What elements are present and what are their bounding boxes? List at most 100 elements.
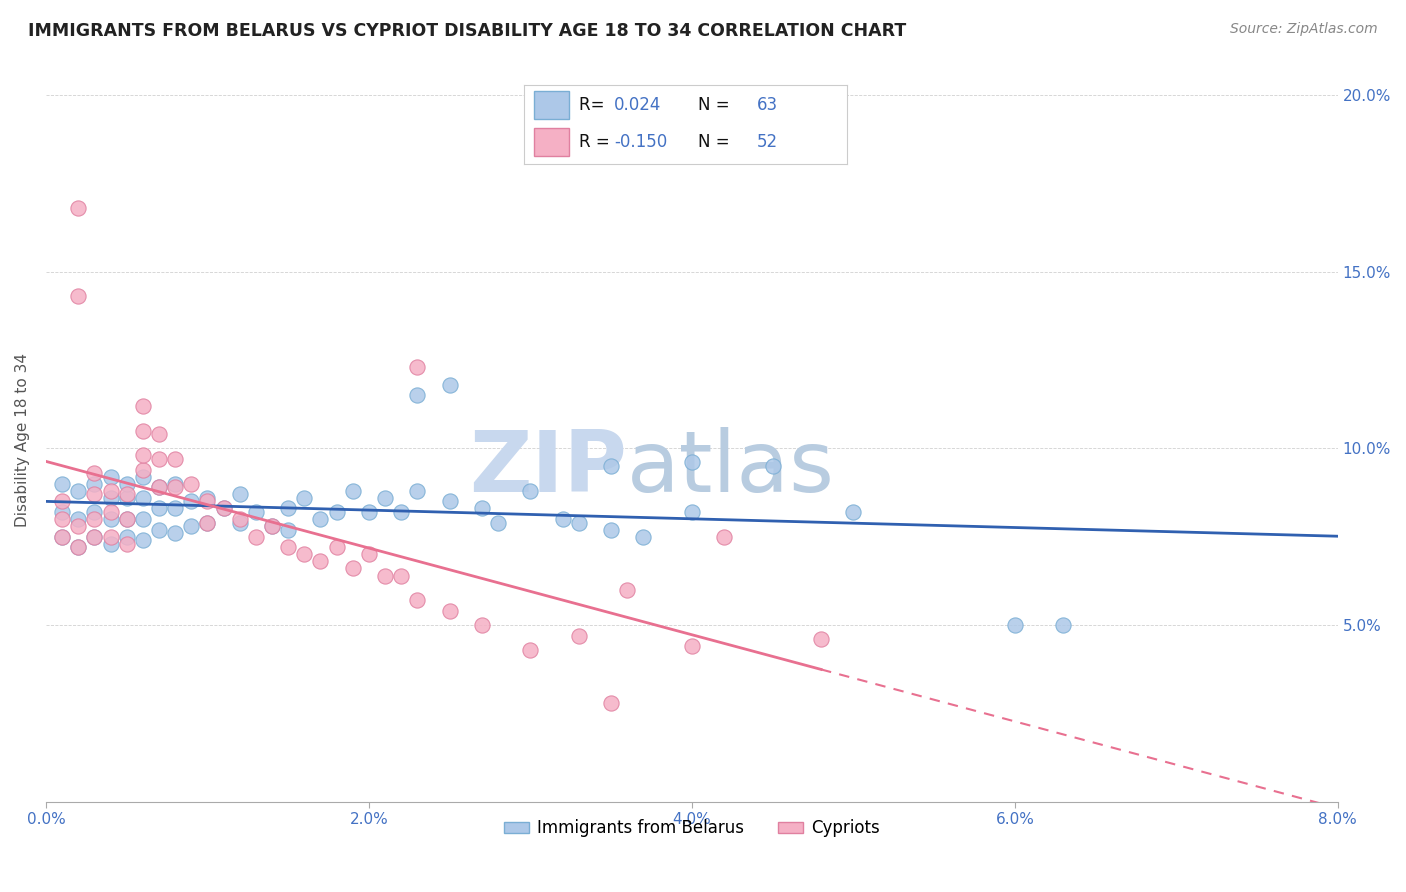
Point (83, 530, 105, 544)
Point (148, 480, 170, 494)
Point (67, 289, 90, 303)
Point (132, 469, 155, 483)
Point (165, 452, 187, 467)
Point (229, 512, 252, 526)
Point (67, 541, 90, 555)
Point (83, 505, 105, 519)
Point (471, 618, 494, 632)
Point (600, 696, 623, 710)
Point (212, 501, 235, 516)
Point (132, 491, 155, 505)
Point (83, 512, 105, 526)
Point (762, 458, 785, 473)
Point (600, 523, 623, 537)
Point (115, 512, 138, 526)
Point (67, 201, 90, 215)
Point (292, 547, 315, 561)
Point (551, 512, 574, 526)
Point (165, 526, 187, 541)
Point (115, 487, 138, 501)
Text: IMMIGRANTS FROM BELARUS VS CYPRIOT DISABILITY AGE 18 TO 34 CORRELATION CHART: IMMIGRANTS FROM BELARUS VS CYPRIOT DISAB… (28, 22, 907, 40)
Point (148, 452, 170, 467)
Point (132, 462, 155, 476)
Point (115, 476, 138, 491)
Point (245, 530, 267, 544)
Point (132, 512, 155, 526)
Point (83, 530, 105, 544)
Point (486, 516, 509, 530)
Point (600, 458, 623, 473)
Point (180, 519, 202, 533)
Point (471, 501, 494, 516)
Point (180, 476, 202, 491)
Point (100, 469, 122, 483)
Point (115, 512, 138, 526)
Point (100, 537, 122, 551)
Point (439, 494, 461, 508)
Point (212, 501, 235, 516)
Point (51, 505, 73, 519)
Point (681, 505, 703, 519)
Point (115, 530, 138, 544)
Point (229, 487, 252, 501)
Point (165, 501, 187, 516)
Point (842, 505, 865, 519)
Text: ZIP: ZIP (470, 427, 627, 510)
Point (148, 523, 170, 537)
Point (406, 360, 429, 375)
Point (374, 491, 396, 505)
Point (713, 530, 735, 544)
Point (83, 476, 105, 491)
Point (51, 494, 73, 508)
Point (197, 516, 219, 530)
Point (519, 642, 541, 657)
Point (406, 593, 429, 607)
Point (100, 505, 122, 519)
Point (115, 537, 138, 551)
Point (342, 561, 364, 575)
Point (374, 568, 396, 582)
Point (197, 491, 219, 505)
Point (165, 476, 187, 491)
Point (197, 516, 219, 530)
Point (229, 516, 252, 530)
Point (67, 541, 90, 555)
Point (132, 449, 155, 463)
Legend: Immigrants from Belarus, Cypriots: Immigrants from Belarus, Cypriots (498, 813, 886, 844)
Y-axis label: Disability Age 18 to 34: Disability Age 18 to 34 (15, 352, 30, 526)
Point (51, 512, 73, 526)
Point (1052, 618, 1074, 632)
Point (325, 541, 347, 555)
Point (51, 476, 73, 491)
Point (309, 512, 332, 526)
Point (67, 519, 90, 533)
Point (342, 483, 364, 498)
Point (292, 491, 315, 505)
Point (67, 512, 90, 526)
Point (100, 483, 122, 498)
Point (197, 494, 219, 508)
Point (325, 505, 347, 519)
Point (260, 519, 283, 533)
Point (51, 530, 73, 544)
Point (1004, 618, 1026, 632)
Point (132, 399, 155, 413)
Point (83, 466, 105, 480)
Point (148, 480, 170, 494)
Point (389, 568, 412, 582)
Point (132, 533, 155, 548)
Point (180, 494, 202, 508)
Point (681, 455, 703, 469)
Point (439, 377, 461, 392)
Point (260, 519, 283, 533)
Point (277, 501, 299, 516)
Point (681, 639, 703, 653)
Point (633, 530, 655, 544)
Point (115, 491, 138, 505)
Point (277, 523, 299, 537)
Point (100, 491, 122, 505)
Point (357, 547, 380, 561)
Point (406, 483, 429, 498)
Text: atlas: atlas (627, 427, 835, 510)
Point (165, 480, 187, 494)
